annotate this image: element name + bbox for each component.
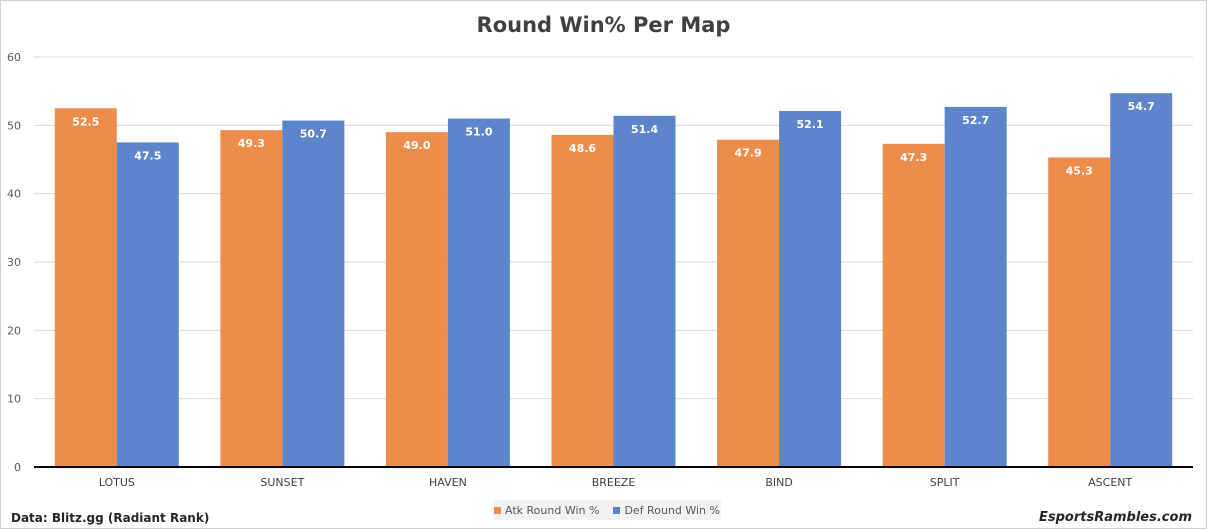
bar: [447, 118, 510, 467]
x-tick-label: HAVEN: [429, 476, 467, 489]
chart-title: Round Win% Per Map: [476, 13, 731, 37]
bar: [1048, 157, 1111, 467]
x-tick-label: LOTUS: [99, 476, 135, 489]
legend: Atk Round Win % Def Round Win %: [493, 500, 721, 520]
y-tick-label: 10: [7, 393, 21, 406]
bar: [54, 108, 117, 467]
bar: [282, 120, 345, 468]
bar: [613, 115, 676, 468]
bar: [116, 142, 179, 467]
x-tick-label: BREEZE: [592, 476, 636, 489]
legend-item-def: Def Round Win %: [613, 504, 720, 517]
x-tick-label: SUNSET: [260, 476, 304, 489]
data-source-note: Data: Blitz.gg (Radiant Rank): [11, 511, 210, 525]
data-label: 52.1: [797, 118, 824, 131]
y-tick-label: 40: [7, 188, 21, 201]
x-tick-label: BIND: [765, 476, 793, 489]
data-label: 47.9: [735, 147, 762, 160]
y-tick-label: 0: [14, 461, 21, 474]
data-label: 51.4: [631, 123, 658, 136]
legend-swatch-def: [613, 506, 621, 514]
data-label: 51.0: [465, 126, 492, 139]
bar: [385, 132, 448, 467]
data-label: 47.5: [134, 149, 161, 162]
bar: [882, 143, 945, 468]
data-label: 49.0: [403, 139, 430, 152]
data-label: 45.3: [1066, 164, 1093, 177]
legend-label-def: Def Round Win %: [624, 503, 720, 517]
legend-item-atk: Atk Round Win %: [494, 504, 599, 517]
data-label: 52.5: [72, 115, 99, 128]
legend-swatch-atk: [494, 506, 502, 514]
y-tick-label: 60: [7, 51, 21, 64]
bar: [944, 106, 1007, 467]
data-label: 50.7: [300, 128, 327, 141]
y-tick-label: 30: [7, 256, 21, 269]
brand-watermark: EsportsRambles.com: [1039, 510, 1192, 525]
data-label: 47.3: [900, 151, 927, 164]
data-label: 52.7: [962, 114, 989, 127]
data-label: 54.7: [1128, 100, 1155, 113]
x-tick-label: ASCENT: [1088, 476, 1132, 489]
y-tick-label: 50: [7, 119, 21, 132]
y-tick-label: 20: [7, 324, 21, 337]
legend-label-atk: Atk Round Win %: [505, 503, 600, 517]
bar: [1110, 93, 1173, 467]
data-label: 48.6: [569, 142, 596, 155]
bar: [220, 130, 283, 467]
bar: [779, 110, 842, 467]
data-label: 49.3: [238, 137, 265, 150]
bar: [717, 139, 780, 467]
x-tick-label: SPLIT: [930, 476, 960, 489]
bar: [551, 134, 614, 467]
